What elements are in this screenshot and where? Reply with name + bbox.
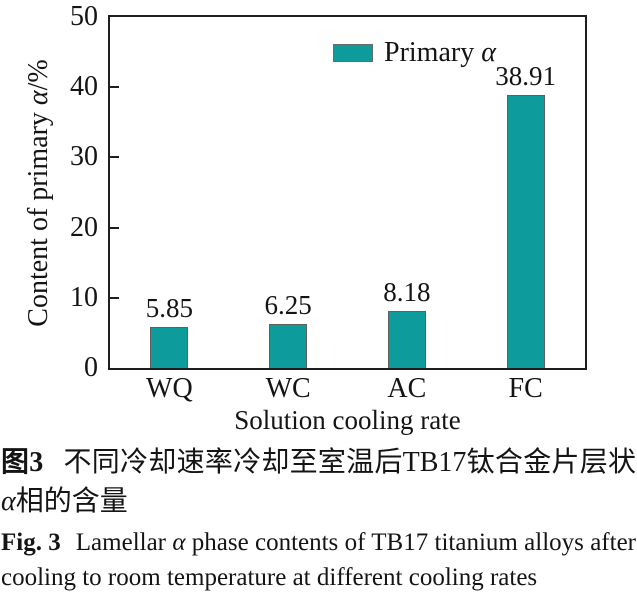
x-tick-label-ac: AC [387, 373, 427, 404]
caption-chinese-text-end: 相的含量 [15, 486, 128, 517]
caption-english-text-end: phase contents of TB17 titanium alloys a… [1, 529, 636, 591]
bar-wc [269, 324, 308, 368]
bar-value-label: 8.18 [383, 276, 431, 307]
bar-ac [387, 310, 426, 368]
y-tick-mark [110, 86, 119, 89]
x-tick-label-wq: WQ [146, 373, 193, 404]
caption-english-text: Lamellar [75, 529, 173, 556]
y-tick-label: 50 [70, 1, 98, 32]
y-tick-label: 0 [84, 352, 98, 383]
caption-english: Fig. 3 Lamellar α phase contents of TB17 … [1, 525, 636, 595]
figure-captions: 图3 不同冷却速率冷却至室温后TB17钛合金片层状α相的含量 Fig. 3 Lame… [0, 440, 637, 595]
caption-chinese-text: 不同冷却速率冷却至室温后TB17钛合金片层状 [63, 447, 636, 478]
bar-wq [150, 326, 189, 368]
bar-value-label: 6.25 [264, 290, 312, 321]
y-tick-mark [110, 296, 119, 299]
legend: Primary α [333, 38, 496, 68]
y-tick-label: 40 [70, 71, 98, 103]
y-tick-label: 30 [70, 141, 98, 173]
plot-area: Primary α 5.85 6.25 8.18 38.91 [108, 15, 587, 370]
y-tick-mark [110, 226, 119, 229]
caption-chinese-label: 图3 [1, 447, 44, 478]
y-tick-mark [110, 156, 119, 159]
x-tick-label-fc: FC [508, 373, 543, 404]
x-axis-tick-labels: WQ WC AC FC [108, 374, 587, 406]
x-axis-title: Solution cooling rate [234, 405, 461, 435]
y-tick-label: 20 [70, 211, 98, 243]
bar-chart: Content of primary α/% 0 10 20 30 40 50 Prima… [23, 1, 587, 435]
legend-label-alpha: α [481, 37, 496, 68]
y-tick-label: 10 [70, 281, 98, 313]
legend-label: Primary α [384, 38, 496, 68]
caption-chinese: 图3 不同冷却速率冷却至室温后TB17钛合金片层状 α相的含量 [1, 443, 636, 521]
legend-swatch [333, 44, 373, 62]
legend-label-text: Primary [384, 37, 482, 68]
caption-chinese-alpha: α [1, 486, 16, 517]
bar-value-label: 5.85 [145, 292, 193, 323]
caption-english-alpha: α [172, 529, 186, 556]
bar-value-label: 38.91 [495, 60, 556, 91]
bar-fc [506, 94, 545, 368]
x-tick-label-wc: WC [265, 373, 311, 404]
caption-english-label: Fig. 3 [1, 529, 61, 556]
